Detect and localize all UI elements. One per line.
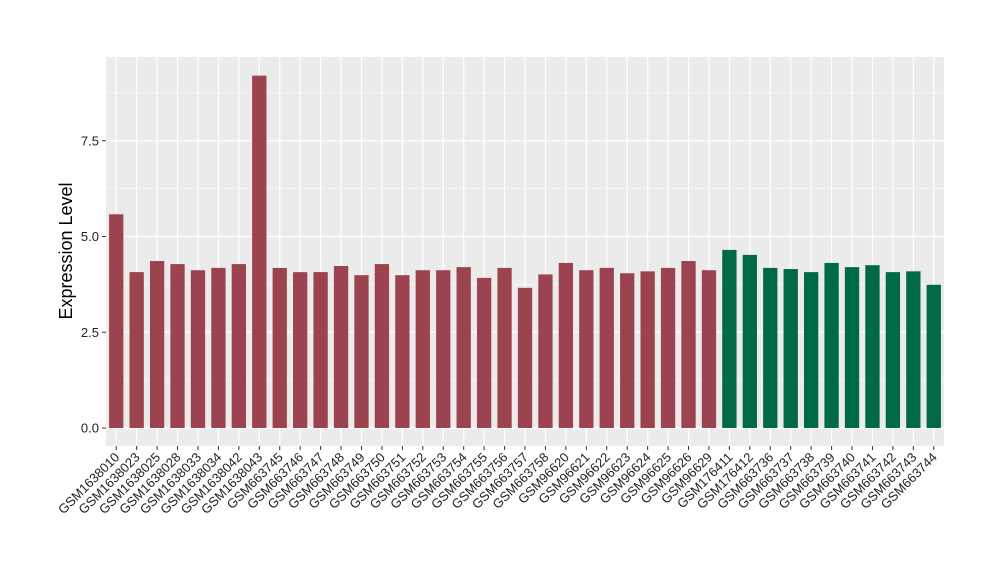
bar <box>517 287 533 428</box>
bar <box>190 270 206 428</box>
bar <box>660 267 676 428</box>
bar <box>211 267 226 428</box>
bar <box>170 264 185 428</box>
bar <box>109 214 124 428</box>
bar <box>436 270 451 428</box>
bar <box>354 275 369 428</box>
bar <box>722 249 737 428</box>
bar <box>231 264 247 428</box>
y-axis: 0.0 2.5 5.0 7.5 <box>81 133 106 436</box>
bar <box>456 267 471 428</box>
bar <box>620 273 635 428</box>
bar <box>272 267 287 428</box>
bar <box>783 269 798 428</box>
bar <box>844 267 860 428</box>
y-tick-label: 7.5 <box>81 133 99 148</box>
bar <box>824 262 839 428</box>
bar <box>476 277 492 428</box>
bar <box>885 272 901 428</box>
bar <box>558 262 574 428</box>
bar <box>640 271 655 428</box>
y-tick-label: 0.0 <box>81 421 99 436</box>
bar <box>681 261 696 428</box>
bar <box>497 267 512 428</box>
bar <box>149 261 165 428</box>
bar <box>926 284 941 428</box>
bar <box>333 265 349 428</box>
bar <box>742 254 757 428</box>
bar <box>538 274 553 428</box>
bar <box>599 267 614 428</box>
bar <box>701 270 717 428</box>
bar <box>415 270 430 428</box>
y-tick-label: 5.0 <box>81 229 99 244</box>
bar <box>803 272 819 428</box>
bar <box>395 275 410 428</box>
bar <box>313 272 328 428</box>
bar <box>763 267 778 428</box>
bar <box>865 265 880 428</box>
bar <box>579 270 594 428</box>
x-axis: GSM1638010GSM1638023GSM1638025GSM1638028… <box>55 446 940 517</box>
y-tick-label: 2.5 <box>81 325 99 340</box>
bar <box>374 264 390 428</box>
bar <box>129 272 144 428</box>
bar <box>252 75 267 428</box>
bars <box>109 75 941 428</box>
bar <box>293 272 308 428</box>
bar <box>906 271 921 428</box>
y-axis-title: Expression Level <box>56 182 76 319</box>
